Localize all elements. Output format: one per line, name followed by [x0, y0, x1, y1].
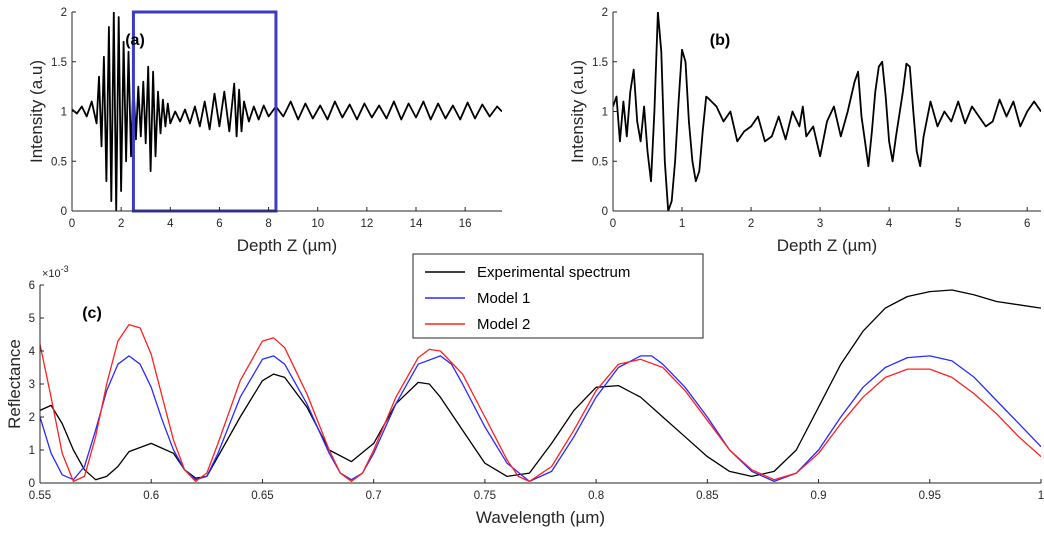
y-tick-label-a: 1.5 — [51, 57, 67, 69]
x-tick-label-c: 0.75 — [474, 490, 496, 502]
legend-entry: Experimental spectrum — [477, 264, 630, 281]
x-tick-label-c: 0.7 — [366, 490, 382, 502]
y-tick-label-c: 2 — [29, 412, 35, 424]
series-line-b-0 — [613, 12, 1041, 211]
x-axis-label-a: Depth Z (µm) — [237, 236, 337, 255]
panel-label-a: (a) — [125, 32, 145, 49]
x-tick-label-c: 0.95 — [919, 490, 941, 502]
series-line-c-1 — [40, 355, 1041, 483]
x-tick-label-b: 5 — [955, 218, 961, 230]
x-tick-label-a: 8 — [265, 218, 271, 230]
series-line-c-2 — [40, 323, 1041, 483]
x-tick-label-b: 6 — [1024, 218, 1030, 230]
legend-entry: Model 1 — [477, 290, 530, 307]
x-tick-label-b: 0 — [610, 218, 616, 230]
y-tick-label-b: 0.5 — [592, 156, 608, 168]
x-tick-label-a: 2 — [118, 218, 124, 230]
panel-label-b: (b) — [710, 32, 730, 49]
x-tick-label-b: 4 — [886, 218, 893, 230]
x-tick-label-c: 0.8 — [588, 490, 604, 502]
y-tick-label-c: 4 — [29, 346, 36, 358]
x-tick-label-c: 0.9 — [811, 490, 827, 502]
x-tick-label-c: 0.65 — [251, 490, 273, 502]
y-tick-label-b: 2 — [602, 7, 608, 19]
x-axis-label-c: Wavelength (µm) — [476, 508, 605, 527]
x-axis-label-b: Depth Z (µm) — [777, 236, 877, 255]
x-tick-label-b: 1 — [679, 218, 685, 230]
y-tick-label-b: 1 — [602, 107, 608, 119]
x-tick-label-a: 4 — [167, 218, 174, 230]
series-line-c-0 — [40, 289, 1041, 481]
y-axis-label-c: Reflectance — [5, 339, 24, 429]
x-tick-label-b: 2 — [748, 218, 754, 230]
y-tick-label-a: 2 — [61, 7, 67, 19]
y-tick-label-c: 1 — [29, 445, 35, 457]
chart-c — [39, 253, 1042, 484]
series-line-a-0 — [72, 12, 502, 211]
legend-entry: Model 2 — [477, 316, 530, 333]
y-exponent-power: -3 — [61, 264, 69, 274]
chart-a — [71, 10, 502, 213]
x-tick-label-c: 1 — [1038, 490, 1044, 502]
x-tick-label-a: 12 — [360, 218, 373, 230]
y-axis-label-b: Intensity (a.u) — [568, 60, 587, 163]
x-tick-label-a: 14 — [410, 218, 423, 230]
x-tick-label-a: 10 — [311, 218, 324, 230]
x-tick-label-b: 3 — [817, 218, 823, 230]
x-tick-label-c: 0.85 — [696, 490, 718, 502]
y-tick-label-c: 0 — [29, 478, 35, 490]
x-tick-label-a: 0 — [69, 218, 75, 230]
y-tick-label-b: 1.5 — [592, 57, 608, 69]
y-tick-label-c: 6 — [29, 280, 35, 292]
panel-label-c: (c) — [82, 305, 102, 322]
y-axis-label-a: Intensity (a.u) — [27, 60, 46, 163]
y-tick-label-c: 3 — [29, 379, 35, 391]
chart-b — [612, 11, 1041, 212]
y-tick-label-c: 5 — [29, 313, 35, 325]
x-tick-label-a: 6 — [216, 218, 222, 230]
y-tick-label-b: 0 — [602, 206, 608, 218]
y-tick-label-a: 0 — [61, 206, 67, 218]
x-tick-label-c: 0.6 — [143, 490, 159, 502]
y-exponent: ×10-3 — [42, 264, 69, 280]
y-tick-label-a: 0.5 — [51, 156, 67, 168]
y-tick-label-a: 1 — [61, 107, 67, 119]
x-tick-label-c: 0.55 — [29, 490, 51, 502]
x-tick-label-a: 16 — [459, 218, 472, 230]
